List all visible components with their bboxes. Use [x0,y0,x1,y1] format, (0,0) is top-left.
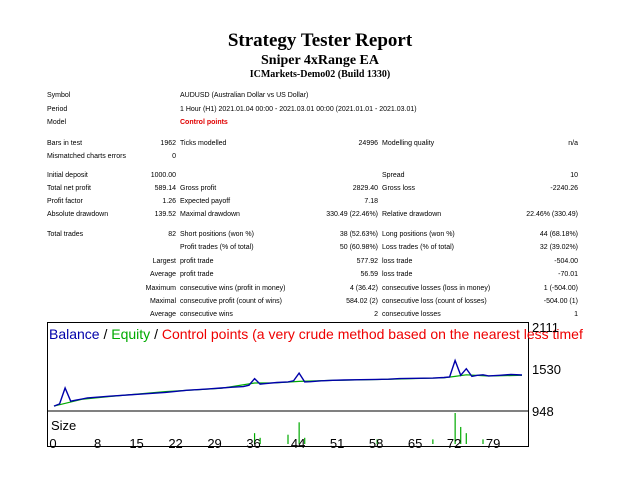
average-loss-label: loss trade [382,271,413,278]
netprofit-label: Total net profit [47,185,91,192]
x-tick-65: 65 [407,436,423,451]
long-label: Long positions (won %) [382,231,455,238]
ticks-value: 24996 [358,140,378,147]
max-losses-value: 1 (-504.00) [543,285,578,292]
maxdd-label: Maximal drawdown [180,211,240,218]
x-tick-0: 0 [49,436,57,451]
absdd-value: 139.52 [154,211,176,218]
avg-wins-label: consecutive wins [180,311,233,318]
trades-label: Total trades [47,231,84,238]
legend-equity: Equity [111,326,151,342]
grossloss-value: -2240.26 [550,185,578,192]
symbol-value: AUDUSD (Australian Dollar vs US Dollar) [180,92,309,99]
y-tick-1530: 1530 [532,362,561,377]
long-value: 44 (68.18%) [539,231,578,238]
x-tick-44: 44 [290,436,306,451]
pt-value: 50 (60.98%) [339,244,378,251]
balance-line [53,358,523,407]
period-value: 1 Hour (H1) 2021.01.04 00:00 - 2021.03.0… [180,106,417,113]
x-tick-22: 22 [168,436,183,451]
model-value: Control points [180,119,228,126]
average-label: Average [150,271,176,278]
y-tick-2111: 2111 [532,320,559,335]
equity-line [53,374,523,407]
y-tick-948: 948 [532,404,554,419]
average-profit-value: 56.59 [360,271,378,278]
maximal-profit-label: consecutive profit (count of wins) [180,298,282,305]
largest-label: Largest [152,258,176,265]
reldd-label: Relative drawdown [382,211,442,218]
spread-label: Spread [382,172,405,179]
trades-value: 82 [168,231,176,238]
avg-wins-value: 2 [374,311,378,318]
mismatch-value: 0 [172,153,176,160]
average-profit-label: profit trade [180,271,214,278]
largest-profit-label: profit trade [180,258,214,265]
legend-control: Control points (a very crude method base… [161,326,583,342]
symbol-label: Symbol [47,92,71,99]
legend-sep-1: / [99,326,112,342]
model-label: Model [47,119,67,126]
x-tick-36: 36 [246,436,261,451]
grossloss-label: Gross loss [382,185,416,192]
x-tick-15: 15 [129,436,144,451]
legend-balance: Balance [49,326,100,342]
legend-sep-2: / [150,326,162,342]
maximal-profit-value: 584.02 (2) [346,298,378,305]
largest-loss-value: -504.00 [554,258,578,265]
largest-profit-value: 577.92 [356,258,378,265]
bars-label: Bars in test [47,140,83,147]
lt-value: 32 (39.02%) [539,244,578,251]
short-value: 38 (52.63%) [339,231,378,238]
deposit-value: 1000.00 [150,172,176,179]
grossprofit-value: 2829.40 [352,185,378,192]
balance-chart-svg [48,358,528,444]
maximal-label: Maximal [149,298,176,305]
expert-name: Sniper 4xRange EA [261,53,379,68]
max-wins-value: 4 (36.42) [349,285,378,292]
ticks-label: Ticks modelled [180,140,227,147]
quality-value: n/a [568,140,578,147]
largest-loss-label: loss trade [382,258,413,265]
pf-value: 1.26 [162,198,176,205]
report-title: Strategy Tester Report [227,30,413,51]
deposit-label: Initial deposit [47,172,88,179]
payoff-label: Expected payoff [180,198,231,205]
x-tick-8: 8 [93,436,102,451]
max-losses-label: consecutive losses (loss in money) [382,285,491,292]
period-label: Period [47,106,68,113]
chart-legend: Balance / Equity / Control points (a ver… [49,326,583,342]
spread-value: 10 [570,172,578,179]
max-wins-label: consecutive wins (profit in money) [180,285,286,292]
avg-losses-label: consecutive losses [382,311,441,318]
average-loss-value: -70.01 [558,271,578,278]
bars-value: 1962 [160,140,176,147]
reldd-value: 22.46% (330.49) [526,211,578,218]
netprofit-value: 589.14 [154,185,176,192]
absdd-label: Absolute drawdown [47,211,109,218]
x-tick-79: 79 [485,436,501,451]
avg2-label: Average [150,311,176,318]
short-label: Short positions (won %) [180,231,254,238]
maximal-loss-label: consecutive loss (count of losses) [382,298,487,305]
maximal-loss-value: -504.00 (1) [543,298,578,305]
size-bars [253,413,484,444]
quality-label: Modelling quality [382,140,435,147]
grossprofit-label: Gross profit [180,185,217,192]
x-tick-51: 51 [329,436,345,451]
maximum-label: Maximum [145,285,176,292]
x-tick-58: 58 [368,436,384,451]
x-tick-29: 29 [207,436,222,451]
pt-label: Profit trades (% of total) [180,244,254,251]
x-tick-72: 72 [446,436,462,451]
server-name: ICMarkets-Demo02 (Build 1330) [249,69,391,80]
payoff-value: 7.18 [364,198,378,205]
lt-label: Loss trades (% of total) [382,244,454,251]
mismatch-label: Mismatched charts errors [47,153,126,160]
balance-chart [47,322,529,447]
pf-label: Profit factor [47,198,83,205]
avg-losses-value: 1 [574,311,578,318]
size-label: Size [51,418,77,433]
maxdd-value: 330.49 (22.46%) [326,211,378,218]
